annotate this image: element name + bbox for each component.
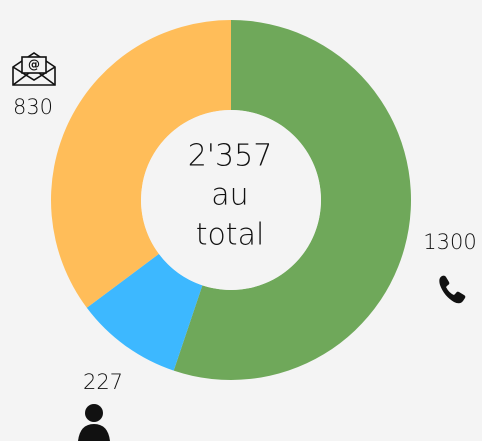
slice: [86, 253, 203, 371]
center-total: 2'357: [188, 139, 273, 174]
donut-hole: [141, 110, 321, 290]
email-icon: @: [12, 52, 56, 86]
slices: [50, 20, 412, 381]
data-label: 227: [83, 370, 123, 394]
person-icon: [78, 404, 110, 441]
data-label: 830: [13, 95, 53, 119]
data-label: 1300: [423, 230, 476, 254]
center-text: total: [196, 218, 265, 253]
center-text: au: [211, 178, 248, 213]
slice: [173, 20, 412, 381]
phone-icon: [439, 275, 466, 304]
slice: [50, 20, 231, 308]
svg-text:@: @: [28, 58, 40, 72]
